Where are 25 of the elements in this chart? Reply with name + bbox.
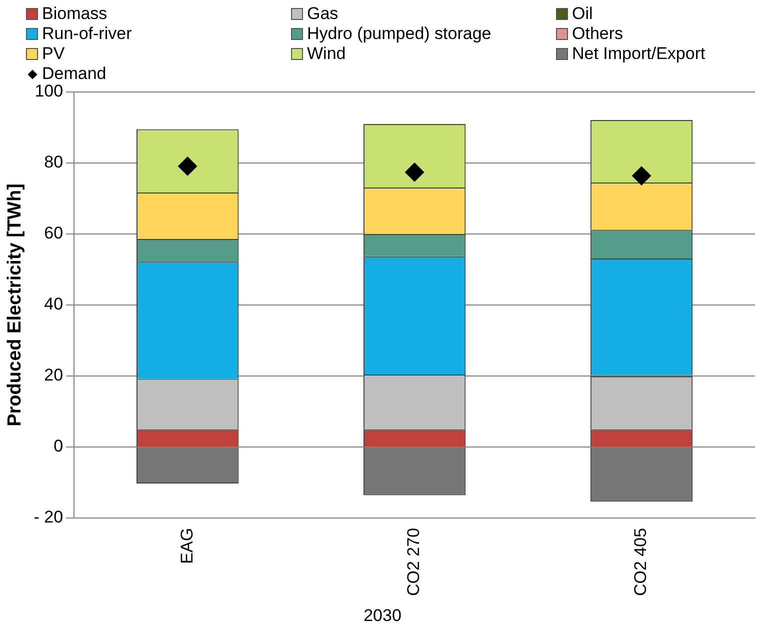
y-tick-label: - 20 — [34, 508, 64, 527]
y-tick-label: 100 — [34, 82, 64, 101]
legend-label: Run-of-river — [41, 24, 133, 44]
y-tick-label: 20 — [44, 366, 64, 385]
legend-label: Hydro (pumped) storage — [306, 24, 492, 44]
legend-label: Gas — [306, 4, 340, 24]
point — [405, 162, 424, 182]
x-tick-label: CO2 405 — [631, 528, 650, 596]
y-tick-label: 60 — [44, 224, 64, 243]
legend-label: PV — [41, 44, 66, 64]
legend-label: Demand — [41, 64, 108, 84]
y-tick-label: 40 — [44, 294, 64, 314]
x-axis-title: 2030 — [362, 606, 402, 626]
legend-label: Oil — [571, 4, 594, 24]
legend-label: Others — [571, 24, 624, 44]
point — [632, 166, 652, 186]
point — [178, 156, 198, 176]
x-tick-label: EAG — [177, 528, 196, 564]
legend-label: Wind — [306, 44, 347, 64]
legend-label: Net Import/Export — [571, 44, 706, 64]
y-tick-label: 0 — [54, 436, 64, 456]
y-axis-title: Produced Electricity [TWh] — [4, 184, 26, 426]
legend-label: Biomass — [41, 4, 108, 24]
x-tick-label: CO2 270 — [404, 528, 424, 596]
y-tick-label: 80 — [44, 152, 64, 172]
